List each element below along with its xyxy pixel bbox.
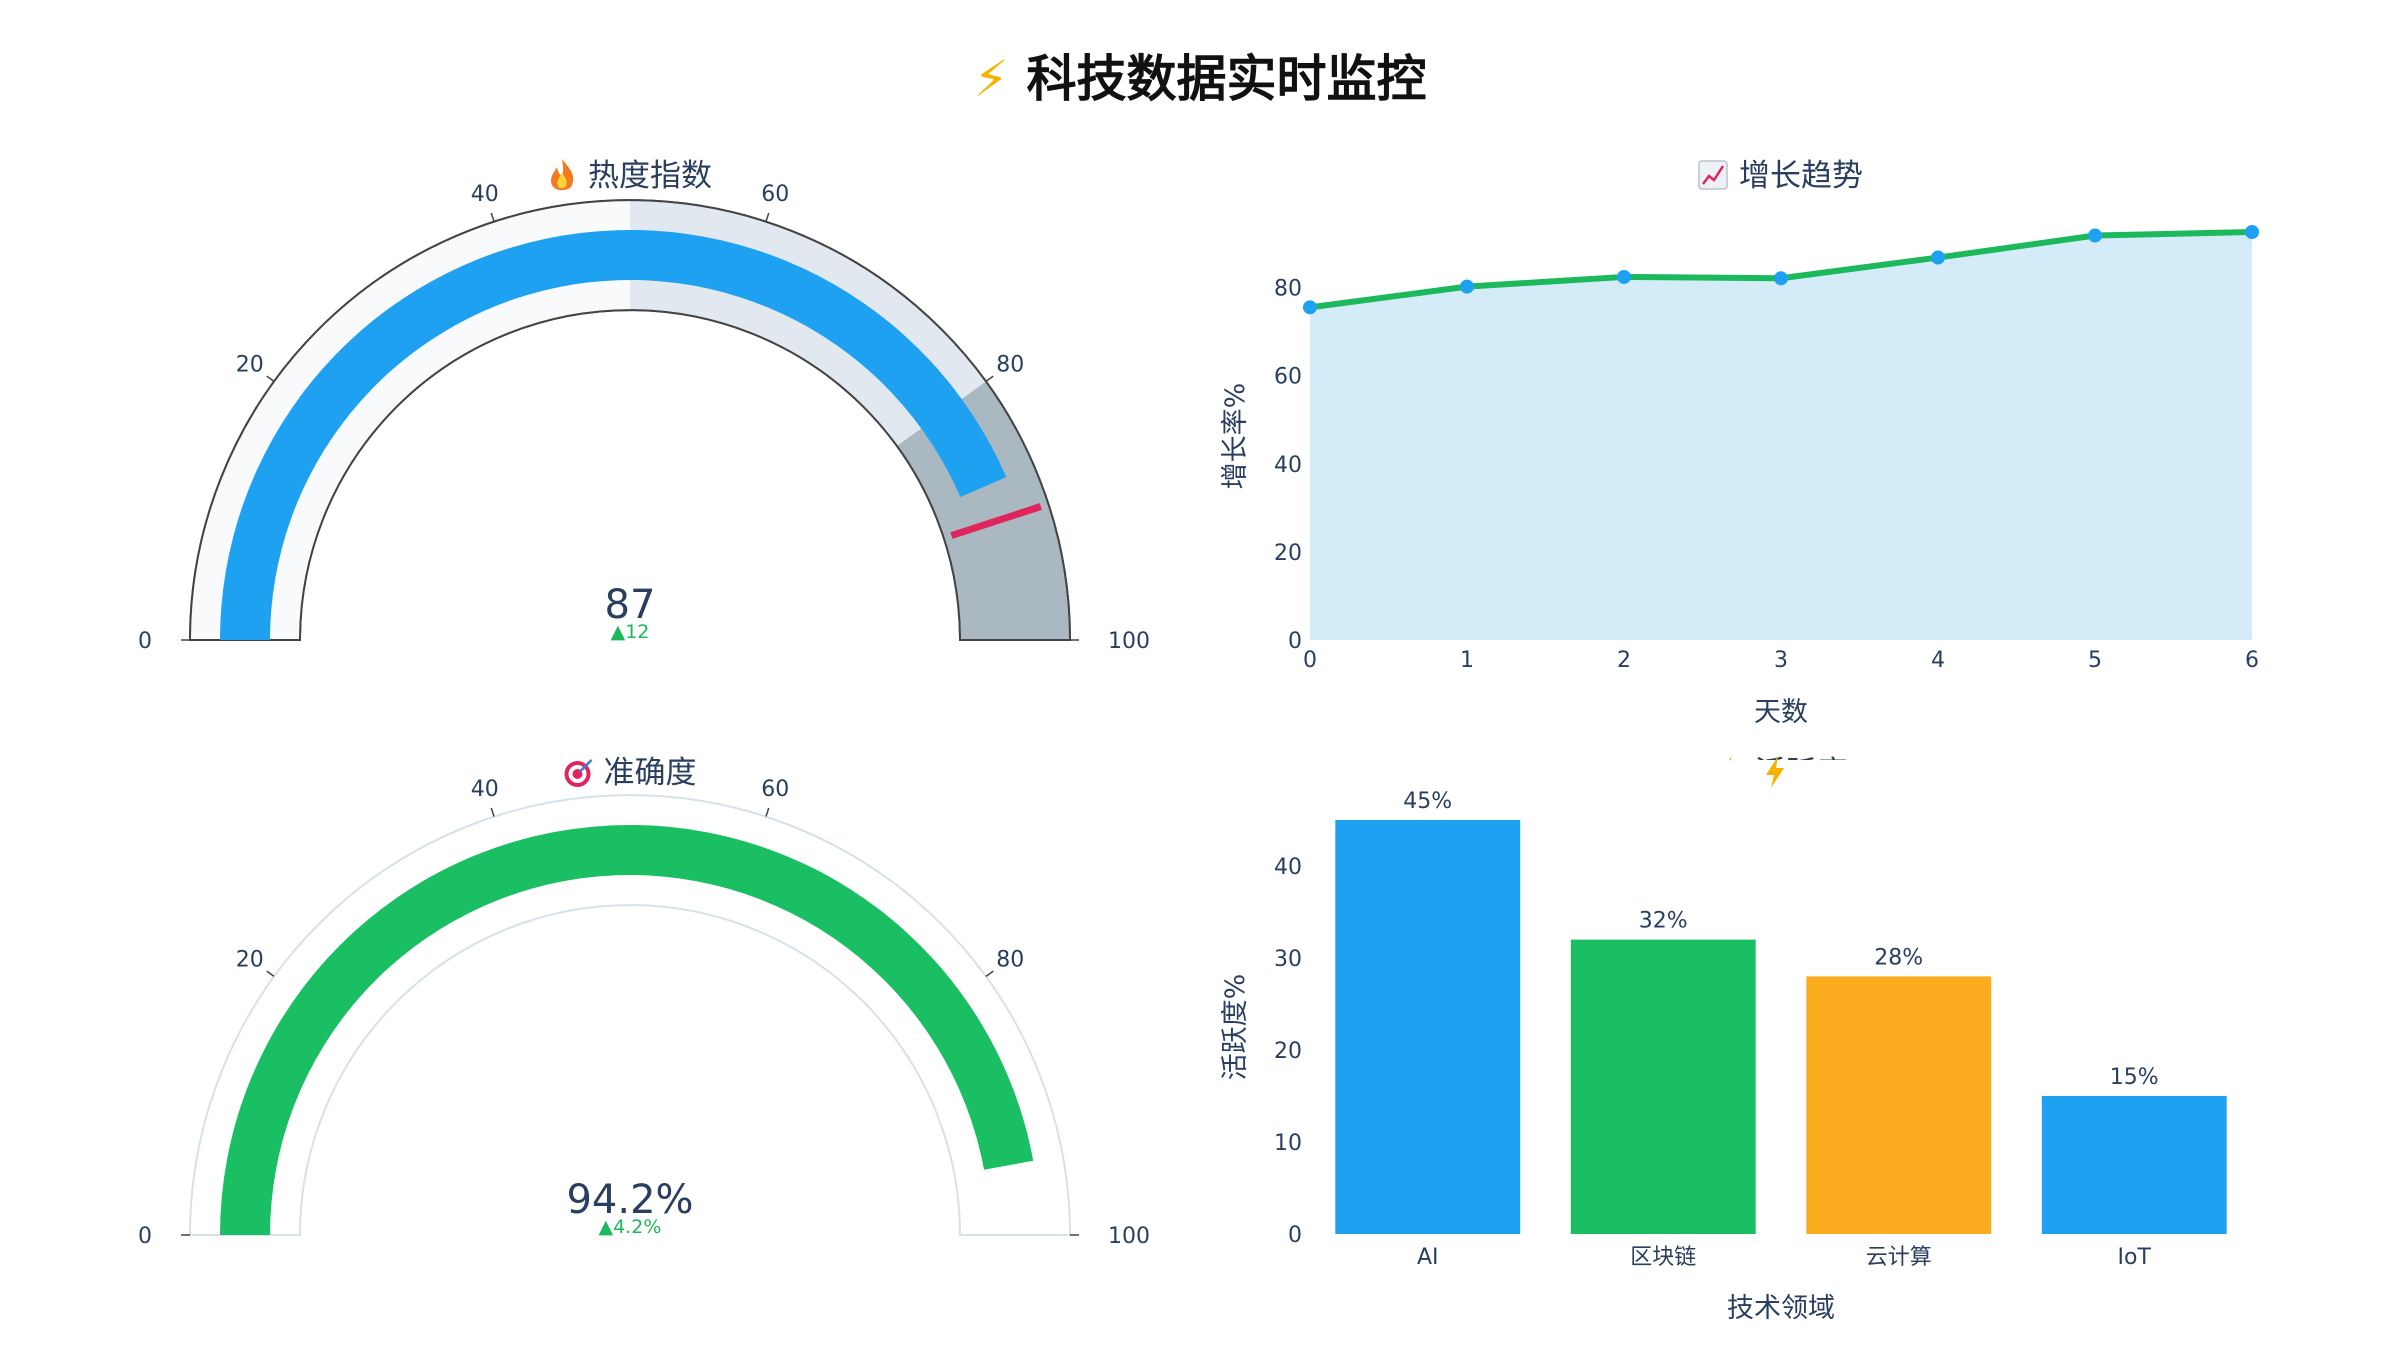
accuracy-gauge-value: 94.2% <box>566 1177 693 1223</box>
heat-gauge-step-0 <box>190 200 630 640</box>
accuracy-gauge-tick-label-80: 80 <box>996 948 1024 973</box>
heat-gauge-bar <box>220 230 1007 640</box>
activity-x-axis-title: 技术领域 <box>1727 1293 1835 1324</box>
activity-bar-3 <box>2041 1096 2227 1234</box>
chart-icon-frame <box>1698 160 1728 190</box>
activity-bar-1 <box>1570 939 1756 1234</box>
heat-gauge: 热度指数 0 20 40 60 80 100 87▲12 <box>138 158 1150 654</box>
fire-icon <box>551 159 574 191</box>
activity-bar-0 <box>1335 820 1521 1234</box>
heat-gauge-value: 87 <box>605 582 656 628</box>
growth-area-fill <box>1310 232 2252 640</box>
growth-x-axis-title: 天数 <box>1754 697 1808 728</box>
heat-gauge-tick-label-0: 0 <box>138 629 152 654</box>
lightning-icon: ⚡ <box>973 50 1009 108</box>
accuracy-gauge-tick-80 <box>985 970 994 977</box>
chart-increasing-icon <box>1698 160 1728 190</box>
activity-x-tick-1: 区块链 <box>1630 1245 1696 1270</box>
activity-bar-label-3: 15% <box>2110 1065 2159 1090</box>
lightning-icon-shape <box>1766 756 1784 788</box>
growth-point-0 <box>1303 300 1317 315</box>
growth-point-2 <box>1617 269 1631 284</box>
growth-point-6 <box>2245 225 2259 239</box>
growth-y-tick-20: 20 <box>1274 541 1302 566</box>
target-icon-dart <box>578 759 593 773</box>
heat-gauge-tick-20 <box>266 375 275 382</box>
activity-y-tick-20: 20 <box>1274 1039 1302 1064</box>
activity-bar-chart: 活跃度45%AI32%区块链28%云计算15%IoT010203040技术领域活… <box>1220 755 2227 1324</box>
accuracy-gauge-tick-label-60: 60 <box>761 777 789 802</box>
heat-gauge-threshold <box>950 503 1042 539</box>
activity-y-axis-title: 活跃度% <box>1220 974 1251 1081</box>
growth-point-4 <box>1931 250 1945 265</box>
activity-y-tick-0: 0 <box>1288 1223 1302 1248</box>
activity-bar-2 <box>1806 976 1992 1234</box>
accuracy-gauge-delta: ▲4.2% <box>599 1216 662 1238</box>
heat-gauge-tick-label-80: 80 <box>996 353 1024 378</box>
heat-title: 热度指数 <box>588 158 712 194</box>
heat-gauge-tick-60 <box>765 212 770 222</box>
heat-gauge-tick-label-100: 100 <box>1108 629 1150 654</box>
growth-y-axis-title: 增长率% <box>1220 383 1251 490</box>
heat-gauge-tick-80 <box>985 375 994 382</box>
growth-point-1 <box>1460 279 1474 294</box>
accuracy-gauge-bar <box>220 825 1034 1235</box>
activity-y-tick-30: 30 <box>1274 947 1302 972</box>
accuracy-gauge-tick-60 <box>765 807 770 817</box>
activity-y-tick-40: 40 <box>1274 855 1302 880</box>
activity-bar-label-2: 28% <box>1874 945 1923 970</box>
accuracy-gauge: 准确度 0 20 40 60 80 100 94.2%▲4.2% <box>138 755 1150 1249</box>
accuracy-gauge-tick-label-100: 100 <box>1108 1224 1150 1249</box>
growth-y-tick-80: 80 <box>1274 277 1302 302</box>
target-icon <box>564 759 593 787</box>
activity-y-tick-10: 10 <box>1274 1131 1302 1156</box>
dashboard-title-text: 科技数据实时监控 <box>1026 50 1427 108</box>
activity-top-mask <box>1310 760 1910 790</box>
activity-x-tick-2: 云计算 <box>1866 1245 1932 1270</box>
growth-point-5 <box>2088 228 2102 243</box>
growth-y-tick-40: 40 <box>1274 453 1302 478</box>
accuracy-gauge-tick-40 <box>490 807 495 817</box>
heat-gauge-tick-label-60: 60 <box>761 182 789 207</box>
fire-icon-outer <box>551 159 574 191</box>
growth-x-tick-4: 4 <box>1931 648 1945 673</box>
activity-bar-label-0: 45% <box>1403 789 1452 814</box>
growth-title: 增长趋势 <box>1739 158 1863 194</box>
heat-gauge-tick-40 <box>490 212 495 222</box>
growth-y-tick-0: 0 <box>1288 629 1302 654</box>
accuracy-gauge-tick-label-40: 40 <box>471 777 499 802</box>
heat-gauge-delta: ▲12 <box>611 621 650 643</box>
accuracy-title: 准确度 <box>604 755 697 791</box>
accuracy-gauge-tick-20 <box>266 970 275 977</box>
fire-icon-inner <box>557 173 567 189</box>
accuracy-gauge-tick-label-0: 0 <box>138 1224 152 1249</box>
activity-x-tick-0: AI <box>1417 1245 1439 1270</box>
growth-x-tick-5: 5 <box>2088 648 2102 673</box>
growth-x-tick-0: 0 <box>1303 648 1317 673</box>
growth-x-tick-3: 3 <box>1774 648 1788 673</box>
heat-gauge-tick-label-40: 40 <box>471 182 499 207</box>
activity-bar-label-1: 32% <box>1639 909 1688 934</box>
growth-x-tick-2: 2 <box>1617 648 1631 673</box>
growth-x-tick-1: 1 <box>1460 648 1474 673</box>
lightning-icon <box>1766 756 1784 788</box>
accuracy-gauge-tick-label-20: 20 <box>236 948 264 973</box>
heat-gauge-outline <box>188 199 1072 641</box>
activity-x-tick-3: IoT <box>2118 1245 2152 1270</box>
chart-icon-line <box>1702 165 1725 185</box>
growth-point-3 <box>1774 271 1788 286</box>
heat-gauge-tick-label-20: 20 <box>236 353 264 378</box>
dashboard-title: ⚡ 科技数据实时监控 <box>0 44 2400 114</box>
growth-x-tick-6: 6 <box>2245 648 2259 673</box>
growth-y-tick-60: 60 <box>1274 365 1302 390</box>
